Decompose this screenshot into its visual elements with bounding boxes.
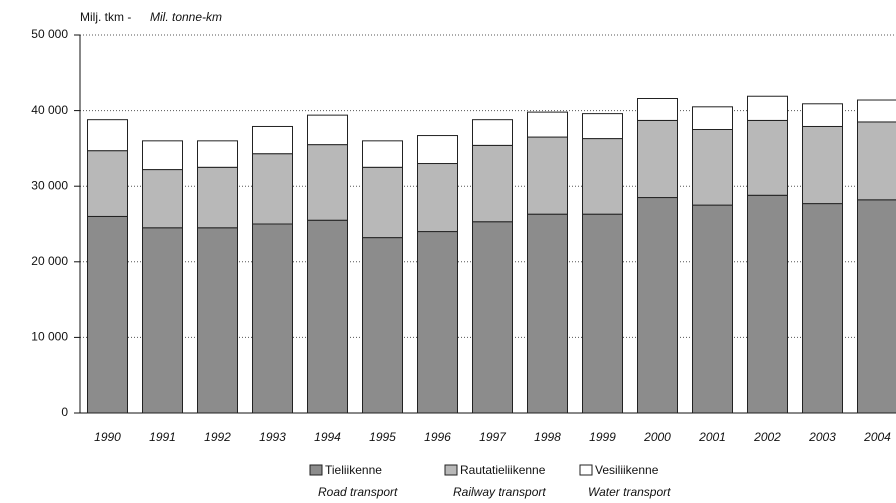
bar-segment [197,227,238,414]
x-tick-label: 1994 [314,430,341,444]
bar-segment [692,106,733,130]
bar-segment [417,135,458,165]
x-tick-label: 1999 [589,430,616,444]
bar-segment [362,140,403,168]
x-tick-label: 1997 [479,430,507,444]
bar-segment [527,213,568,414]
bar-segment [307,114,348,146]
y-tick-label: 10 000 [31,330,68,344]
x-tick-label: 1995 [369,430,396,444]
bar-segment [362,166,403,239]
unit-label: Milj. tkm - [80,10,131,24]
bar-segment [307,144,348,221]
bar-segment [582,213,623,414]
bar-segment [802,203,843,414]
bar-segment [747,119,788,196]
bar-segment [857,99,896,123]
bar-segment [802,125,843,205]
legend-label-en: Railway transport [453,485,546,499]
bar-segment [692,129,733,206]
bar-segment [142,140,183,171]
bar-segment [142,227,183,414]
y-tick-label: 30 000 [31,178,68,192]
x-tick-label: 2003 [808,430,836,444]
legend-label-en: Road transport [318,485,398,499]
y-tick-label: 40 000 [31,103,68,117]
unit-label-en: Mil. tonne-km [150,10,222,24]
bar-segment [142,169,183,229]
bar-segment [362,237,403,414]
legend-swatch [309,464,323,476]
bar-segment [417,231,458,414]
x-tick-label: 2001 [698,430,726,444]
bar-segment [307,219,348,414]
y-tick-label: 50 000 [31,27,68,41]
bar-segment [747,95,788,121]
legend-label: Tieliikenne [325,463,382,477]
x-tick-label: 2000 [643,430,671,444]
legend-swatch [444,464,458,476]
bar-segment [87,150,128,217]
x-tick-label: 1993 [259,430,286,444]
bar-segment [197,140,238,168]
bar-segment [417,163,458,233]
x-tick-label: 1990 [94,430,121,444]
bar-segment [582,113,623,140]
bar-segment [637,197,678,414]
bar-segment [87,215,128,414]
x-tick-label: 2002 [753,430,781,444]
bar-segment [252,125,293,155]
bar-segment [472,144,513,223]
x-tick-label: 2004 [863,430,891,444]
legend-label-en: Water transport [588,485,671,499]
bar-segment [802,103,843,127]
bar-segment [197,166,238,229]
bar-segment [472,221,513,414]
legend-label: Rautatieliikenne [460,463,546,477]
bar-segment [527,136,568,215]
legend-swatch [579,464,593,476]
bar-segment [582,138,623,215]
bar-segment [637,98,678,121]
y-tick-label: 20 000 [31,254,68,268]
bar-segment [527,111,568,138]
bar-segment [87,119,128,152]
bar-segment [252,153,293,225]
y-tick-label: 0 [61,405,68,419]
bar-segment [252,223,293,414]
bar-segment [472,119,513,146]
x-tick-label: 1991 [149,430,176,444]
legend-label: Vesiliikenne [595,463,659,477]
bar-segment [637,119,678,199]
bar-segment [857,199,896,414]
x-tick-label: 1992 [204,430,231,444]
x-tick-label: 1998 [534,430,561,444]
bar-segment [692,204,733,414]
bar-segment [747,194,788,414]
x-tick-label: 1996 [424,430,451,444]
bar-segment [857,121,896,201]
